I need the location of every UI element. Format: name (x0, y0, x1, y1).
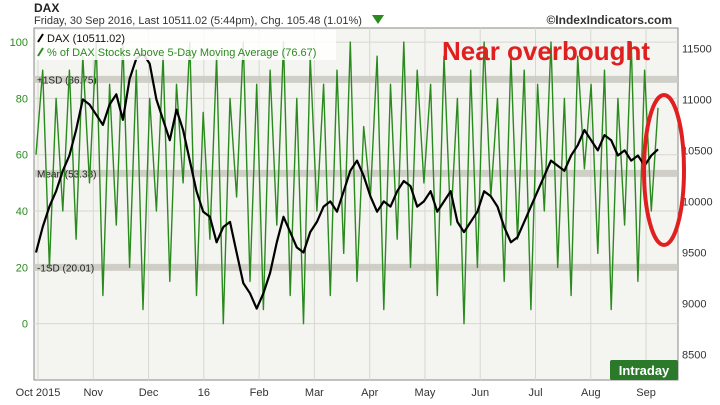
reference-label: +1SD (86.75) (37, 75, 97, 86)
y-right-tick-label: 8500 (682, 349, 706, 361)
x-tick-label: May (415, 387, 436, 399)
x-tick-label: Jul (528, 387, 542, 399)
plot-panel (33, 27, 679, 381)
annotation-ellipse (642, 93, 686, 247)
y-left-tick-label: 0 (22, 319, 28, 331)
y-right-tick-label: 9500 (682, 247, 706, 259)
x-tick-label: Dec (139, 387, 159, 399)
chart-subtitle: Friday, 30 Sep 2016, Last 10511.02 (5:44… (34, 15, 362, 27)
legend: DAX (10511.02) % of DAX Stocks Above 5-Da… (36, 30, 336, 60)
legend-pct-swatch (37, 47, 44, 57)
y-right-tick-label: 11000 (682, 94, 712, 106)
y-left-tick-label: 20 (16, 262, 28, 274)
x-tick-label: Nov (83, 387, 103, 399)
watermark: ©IndexIndicators.com (546, 13, 672, 27)
y-right-tick-label: 11500 (682, 43, 712, 55)
annotation-text: Near overbought (442, 36, 650, 66)
x-tick-label: Jun (471, 387, 489, 399)
x-tick-label: Aug (581, 387, 601, 399)
y-left-tick-label: 100 (10, 37, 28, 49)
x-tick-label: Feb (250, 387, 269, 399)
y-left-tick-label: 80 (16, 93, 28, 105)
series-pct-line (35, 41, 659, 325)
intraday-badge: Intraday (619, 363, 670, 378)
legend-dax-swatch (37, 33, 44, 43)
legend-background (36, 30, 336, 60)
y-right-tick-label: 9000 (682, 298, 706, 310)
legend-pct-label: % of DAX Stocks Above 5-Day Moving Avera… (47, 47, 316, 59)
reference-label: -1SD (20.01) (37, 263, 94, 274)
chart-symbol: DAX (34, 1, 59, 15)
series-pct-group (35, 41, 659, 325)
y-left-tick-label: 60 (16, 150, 28, 162)
intraday-badge-bg (610, 360, 678, 380)
x-tick-label: Oct 2015 (16, 387, 61, 399)
x-tick-label: Apr (361, 387, 378, 399)
reference-label: Mean (53.38) (37, 169, 96, 180)
x-tick-label: Mar (305, 387, 324, 399)
y-right-tick-label: 10000 (682, 196, 713, 208)
x-tick-label: Sep (636, 387, 656, 399)
legend-dax-label: DAX (10511.02) (47, 33, 125, 45)
y-left-tick-label: 40 (16, 206, 28, 218)
tick-labels: Oct 2015 Nov Dec 16 Feb Mar Apr May Jun Jul Aug Sep… (10, 37, 713, 399)
x-tick-label: 16 (198, 387, 210, 399)
collapse-triangle-icon[interactable] (372, 15, 384, 24)
y-right-tick-label: 10500 (682, 145, 713, 157)
